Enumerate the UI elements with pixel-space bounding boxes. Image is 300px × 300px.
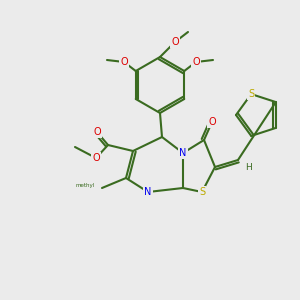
- Text: N: N: [144, 187, 152, 197]
- Text: O: O: [192, 57, 200, 67]
- Text: H: H: [244, 163, 251, 172]
- Text: O: O: [93, 127, 101, 137]
- Text: O: O: [171, 37, 179, 47]
- Text: methyl: methyl: [76, 184, 95, 188]
- Text: S: S: [199, 187, 205, 197]
- Text: O: O: [92, 153, 100, 163]
- Text: O: O: [208, 117, 216, 127]
- Text: S: S: [248, 89, 254, 99]
- Text: O: O: [120, 57, 128, 67]
- Text: N: N: [179, 148, 187, 158]
